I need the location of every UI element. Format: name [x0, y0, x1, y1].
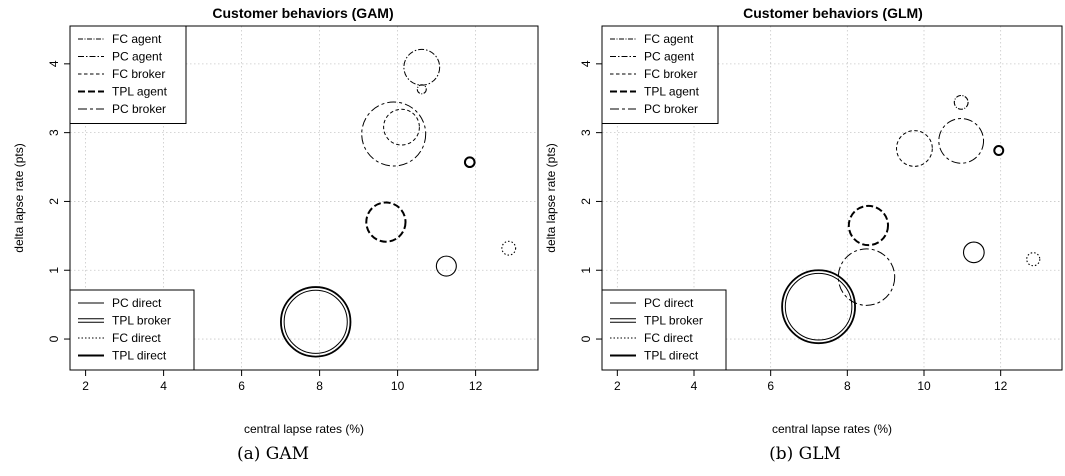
bubble-pc-broker	[837, 248, 896, 306]
legend-bottom: PC direct TPL broker FC direct TPL direct	[69, 289, 195, 371]
bubble-tpl-agent	[847, 204, 890, 247]
legend-label: FC agent	[112, 32, 162, 46]
y-tick-label: 4	[47, 60, 61, 67]
x-tick-label: 2	[82, 379, 89, 393]
legend-label: FC broker	[644, 67, 697, 81]
bubble-tpl-direct	[463, 156, 476, 169]
bubble-fc-direct	[1026, 252, 1041, 267]
bubble-tpl-broker-inner	[283, 289, 348, 354]
bubble-pc-direct	[435, 255, 457, 277]
bubble-tpl-broker	[781, 269, 856, 345]
x-tick-label: 4	[160, 379, 167, 393]
legend-label: FC direct	[112, 331, 161, 345]
bubble-fc-agent	[416, 84, 427, 95]
y-axis-label: delta lapse rate (pts)	[544, 143, 558, 252]
x-tick-label: 12	[469, 379, 483, 393]
bubble-pc-direct	[280, 286, 351, 357]
x-axis-label: central lapse rates (%)	[244, 422, 364, 436]
bubble-fc-broker	[383, 108, 420, 146]
caption-glm: (b) GLM	[769, 444, 841, 464]
y-axis-label: delta lapse rate (pts)	[12, 143, 26, 252]
legend-label: PC agent	[112, 50, 163, 64]
legend-top: FC agent PC agent FC broker TPL agent PC bro…	[601, 25, 719, 124]
bubble-fc-agent	[953, 94, 969, 110]
x-tick-label: 8	[316, 379, 323, 393]
y-tick-label: 4	[579, 60, 593, 67]
legend-box	[601, 25, 719, 124]
legend-top: FC agent PC agent FC broker TPL agent PC bro…	[69, 25, 187, 124]
y-tick-label: 3	[47, 129, 61, 136]
bubbles	[781, 94, 1041, 345]
legend-label: TPL direct	[112, 349, 167, 363]
legend-bottom: PC direct TPL broker FC direct TPL direct	[601, 289, 727, 371]
legend-label: TPL broker	[112, 314, 171, 328]
bubble-pc-direct	[781, 270, 856, 344]
x-tick-label: 4	[691, 379, 698, 393]
x-tick-label: 10	[917, 379, 931, 393]
legend-label: TPL direct	[644, 349, 699, 363]
plot-frame	[601, 25, 1063, 371]
bubble-pc-direct	[962, 241, 985, 264]
x-tick-label: 6	[238, 379, 245, 393]
chart-title: Customer behaviors (GAM)	[212, 5, 393, 21]
legend-label: PC direct	[112, 296, 162, 310]
bubble-pc-agent	[403, 48, 441, 86]
y-tick-label: 2	[47, 198, 61, 205]
legend-label: TPL agent	[112, 85, 168, 99]
y-tick-label: 3	[579, 129, 593, 136]
bubble-tpl-agent	[365, 201, 407, 243]
y-tick-label: 2	[579, 198, 593, 205]
bubble-fc-broker	[896, 130, 933, 167]
plot-frame	[69, 25, 539, 371]
legend-label: PC agent	[644, 50, 695, 64]
x-tick-label: 10	[391, 379, 405, 393]
legend-label: PC broker	[112, 102, 166, 116]
legend-label: FC agent	[644, 32, 694, 46]
y-tick-label: 1	[579, 267, 593, 274]
y-tick-label: 0	[47, 335, 61, 342]
bubble-tpl-direct	[993, 145, 1005, 156]
legend-label: FC broker	[112, 67, 165, 81]
legend-box	[69, 25, 187, 124]
y-tick-label: 0	[579, 335, 593, 342]
legend-label: TPL agent	[644, 85, 700, 99]
bubbles	[280, 48, 517, 358]
bubble-tpl-broker-inner	[784, 272, 853, 341]
x-tick-label: 2	[614, 379, 621, 393]
bubble-fc-direct	[501, 240, 517, 256]
chart-title: Customer behaviors (GLM)	[743, 5, 923, 21]
caption-gam: (a) GAM	[236, 444, 310, 464]
bubble-pc-broker	[361, 101, 427, 167]
legend-label: TPL broker	[644, 314, 703, 328]
legend-label: PC direct	[644, 296, 694, 310]
bubble-tpl-broker	[280, 286, 352, 358]
x-tick-label: 8	[844, 379, 851, 393]
x-axis-label: central lapse rates (%)	[772, 422, 892, 436]
legend-label: FC direct	[644, 331, 693, 345]
legend-label: PC broker	[644, 102, 698, 116]
bubble-pc-broker	[938, 118, 985, 164]
x-tick-label: 6	[767, 379, 774, 393]
y-tick-label: 1	[47, 267, 61, 274]
x-tick-label: 12	[994, 379, 1008, 393]
